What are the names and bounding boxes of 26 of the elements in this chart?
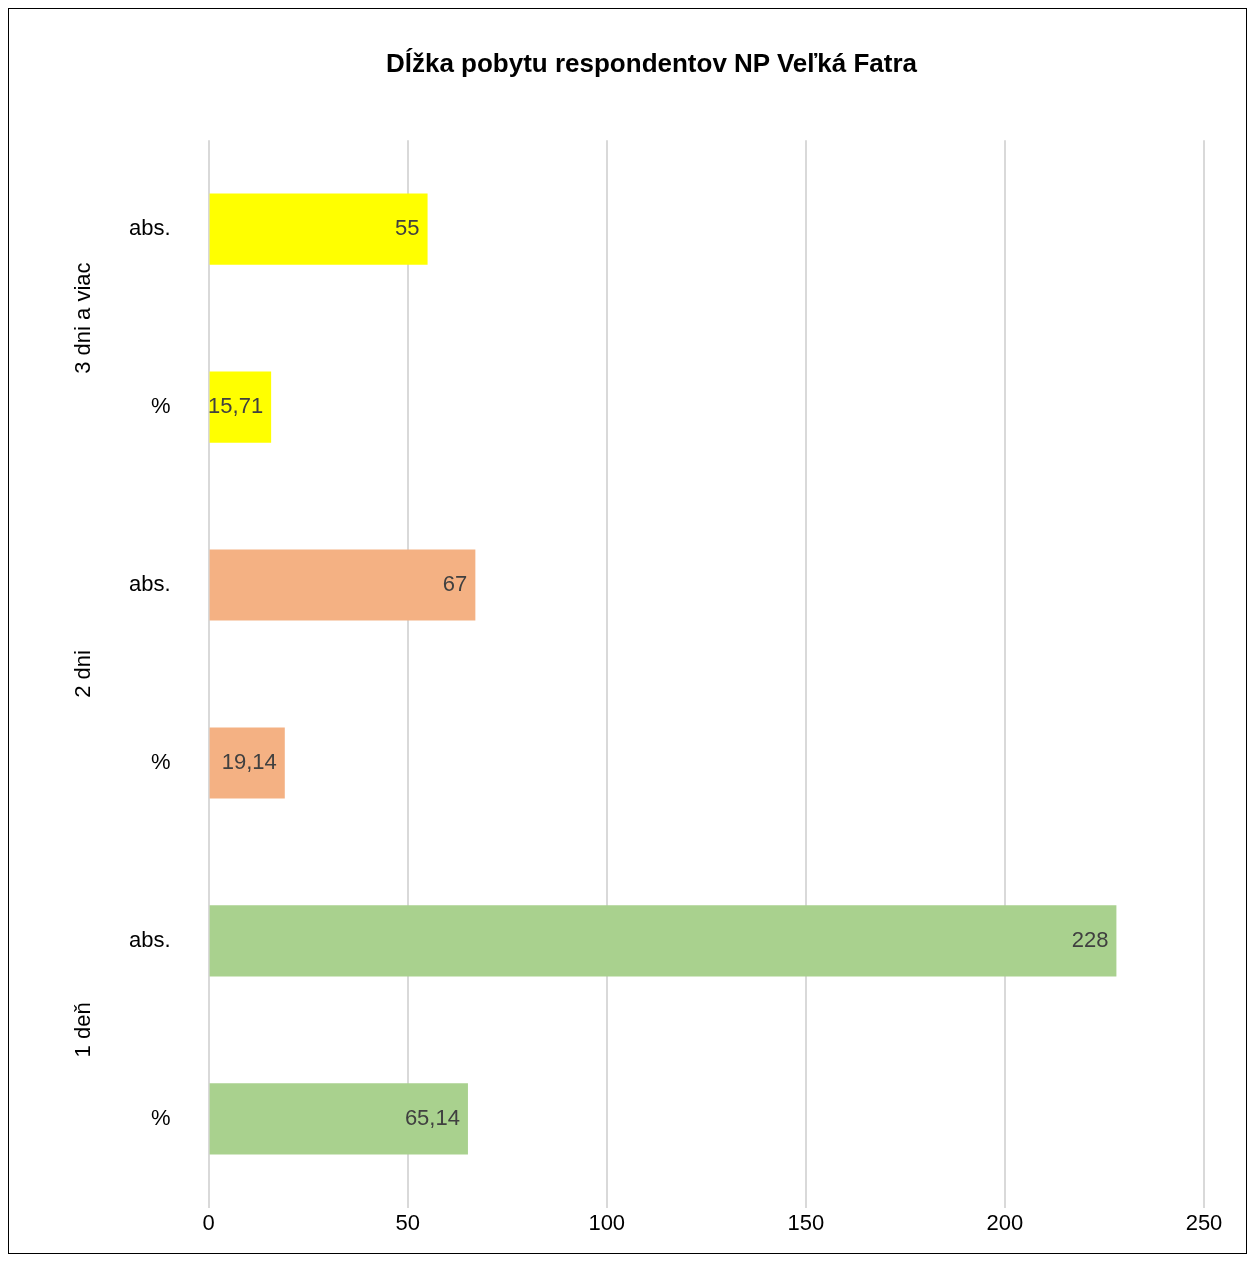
chart-title: Dĺžka pobytu respondentov NP Veľká Fatra (385, 47, 918, 78)
data-label: 228 (1071, 926, 1109, 952)
bar (209, 1083, 468, 1155)
y-tick-label: % (151, 393, 171, 419)
text: 1 deň (70, 1002, 96, 1058)
y-tick-label: abs. (128, 571, 171, 597)
text: 3 dni a viac (70, 262, 96, 374)
data-label: 67 (442, 571, 468, 597)
y-tick-label: abs. (128, 926, 171, 952)
bar (209, 549, 476, 621)
bar (209, 905, 1117, 977)
y-tick-label: % (151, 749, 171, 775)
x-tick-label: 150 (787, 1210, 825, 1236)
x-tick-label: 50 (395, 1210, 420, 1236)
data-label: 65,14 (404, 1104, 460, 1130)
x-tick-label: 200 (986, 1210, 1024, 1236)
data-label: 55 (395, 215, 420, 241)
y-tick-label: % (151, 1104, 171, 1130)
bar (209, 193, 428, 265)
x-tick-label: 0 (202, 1210, 215, 1236)
data-label: 19,14 (221, 749, 277, 775)
text: 2 dni (70, 650, 96, 698)
x-tick-label: 250 (1185, 1210, 1223, 1236)
y-tick-label: abs. (128, 215, 171, 241)
x-tick-label: 100 (588, 1210, 626, 1236)
bar (209, 727, 285, 799)
